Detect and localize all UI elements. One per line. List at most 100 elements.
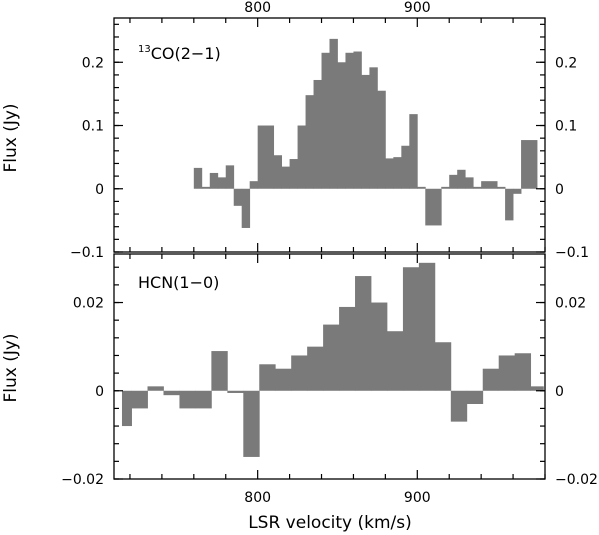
bar-hcn-17: [386, 331, 404, 391]
bar-13co-13: [305, 95, 314, 189]
bar-hcn-23: [482, 368, 500, 391]
bar-13co-24: [393, 157, 402, 189]
bar-hcn-0: [121, 390, 132, 427]
bar-hcn-10: [275, 368, 292, 391]
bar-13co-3: [217, 177, 227, 189]
panel-hcn: −0.02 −0.02 0 0 0.02 0.02 800 900 HCN(1−0) Flux…: [1, 253, 598, 533]
bar-13co-34: [481, 181, 498, 189]
frame-13co: [113, 17, 546, 253]
y-tick-label-left: −0.02: [61, 472, 104, 488]
bar-hcn-26: [530, 386, 544, 391]
bar-13co-26: [409, 114, 418, 189]
bar-hcn-5: [195, 390, 212, 409]
bar-13co-6: [241, 188, 251, 228]
y-tick-label-right: 0.2: [555, 55, 577, 71]
y-tick-label-left: −0.1: [70, 245, 104, 261]
ticks-13co: −0.1 −0.1 0 0 0.1 0.1 0.2 0.2 800 900: [70, 0, 589, 261]
y-tick-label-left: 0: [95, 384, 104, 400]
panel-13co: −0.1 −0.1 0 0 0.1 0.1 0.2 0.2 800 900 13CO(2−1) F…: [1, 0, 589, 261]
frame-hcn: [113, 253, 546, 480]
y-tick-label-left: 0.02: [73, 296, 104, 312]
bar-hcn-3: [163, 390, 180, 396]
bar-hcn-20: [434, 342, 452, 391]
bar-hcn-22: [466, 390, 484, 404]
bar-hcn-15: [355, 276, 372, 391]
y-axis-label-hcn: Flux (Jy): [1, 333, 21, 402]
bar-13co-23: [385, 158, 394, 189]
bar-13co-4: [225, 165, 235, 189]
bar-hcn-14: [339, 306, 356, 391]
bar-hcn-16: [371, 302, 388, 391]
bar-hcn-24: [498, 355, 516, 391]
bar-hcn-6: [211, 351, 228, 391]
x-tick-label-800: 800: [244, 490, 271, 506]
bar-13co-5: [233, 188, 243, 206]
label-superscript: 13: [138, 44, 151, 55]
bar-13co-25: [401, 145, 410, 189]
bar-13co-19: [353, 51, 362, 189]
bar-13co-10: [281, 166, 290, 189]
panel-label-13co: 13CO(2−1): [138, 44, 221, 63]
bar-13co-18: [345, 52, 354, 189]
bars-hcn: [121, 262, 544, 457]
y-tick-label-right: 0: [555, 384, 564, 400]
bar-13co-32: [465, 177, 474, 189]
bar-13co-36: [505, 188, 514, 221]
bar-13co-35: [497, 186, 506, 189]
bar-13co-27: [417, 186, 426, 189]
bar-13co-11: [289, 159, 298, 189]
bar-13co-21: [369, 67, 378, 189]
y-tick-label-left: 0.1: [82, 119, 104, 135]
bar-13co-15: [321, 52, 330, 189]
bar-hcn-18: [402, 267, 420, 391]
ticks-hcn: −0.02 −0.02 0 0 0.02 0.02 800 900: [61, 254, 598, 506]
bars-13co: [193, 38, 538, 228]
bar-hcn-12: [307, 346, 324, 391]
label-main: CO(2−1): [151, 44, 221, 63]
y-tick-label-left: 0: [95, 182, 104, 198]
y-tick-label-right: −0.1: [555, 245, 589, 261]
x-tick-label-900: 900: [404, 490, 431, 506]
bar-13co-20: [361, 74, 370, 189]
y-tick-label-right: 0.1: [555, 119, 577, 135]
y-tick-label-right: −0.02: [555, 472, 598, 488]
bar-13co-16: [329, 38, 338, 189]
x-axis-label: LSR velocity (km/s): [248, 513, 412, 533]
y-axis-label-13co: Flux (Jy): [1, 103, 21, 172]
x-tick-label-800: 800: [244, 0, 271, 16]
bar-hcn-9: [259, 364, 276, 391]
bar-hcn-25: [514, 353, 532, 391]
bar-hcn-4: [179, 390, 196, 409]
bar-13co-8: [257, 125, 275, 189]
bar-hcn-2: [147, 386, 164, 391]
bar-13co-17: [337, 62, 346, 189]
bar-13co-0: [193, 167, 203, 189]
y-tick-label-right: 0.02: [555, 296, 586, 312]
bar-13co-33: [473, 186, 482, 189]
y-tick-label-right: 0: [555, 182, 564, 198]
bar-13co-9: [273, 155, 283, 189]
bar-13co-7: [249, 181, 259, 189]
y-tick-label-left: 0.2: [82, 55, 104, 71]
bar-13co-30: [449, 174, 458, 189]
bar-hcn-7: [227, 390, 244, 393]
bar-hcn-11: [291, 355, 308, 391]
bar-13co-2: [209, 172, 219, 189]
panel-label-hcn: HCN(1−0): [138, 273, 219, 292]
bar-13co-14: [313, 79, 322, 189]
bar-13co-31: [457, 169, 466, 189]
bar-13co-22: [377, 90, 386, 189]
bar-13co-29: [441, 186, 450, 189]
bar-hcn-8: [243, 390, 260, 457]
bar-hcn-13: [323, 324, 340, 391]
bar-hcn-1: [131, 390, 148, 409]
bar-13co-1: [201, 186, 211, 189]
bar-hcn-19: [418, 262, 436, 391]
x-tick-label-900: 900: [404, 0, 431, 16]
bar-13co-12: [297, 125, 306, 189]
bar-13co-38: [521, 140, 538, 189]
bar-13co-37: [513, 188, 522, 194]
bar-hcn-21: [450, 390, 468, 422]
bar-13co-28: [425, 188, 442, 226]
